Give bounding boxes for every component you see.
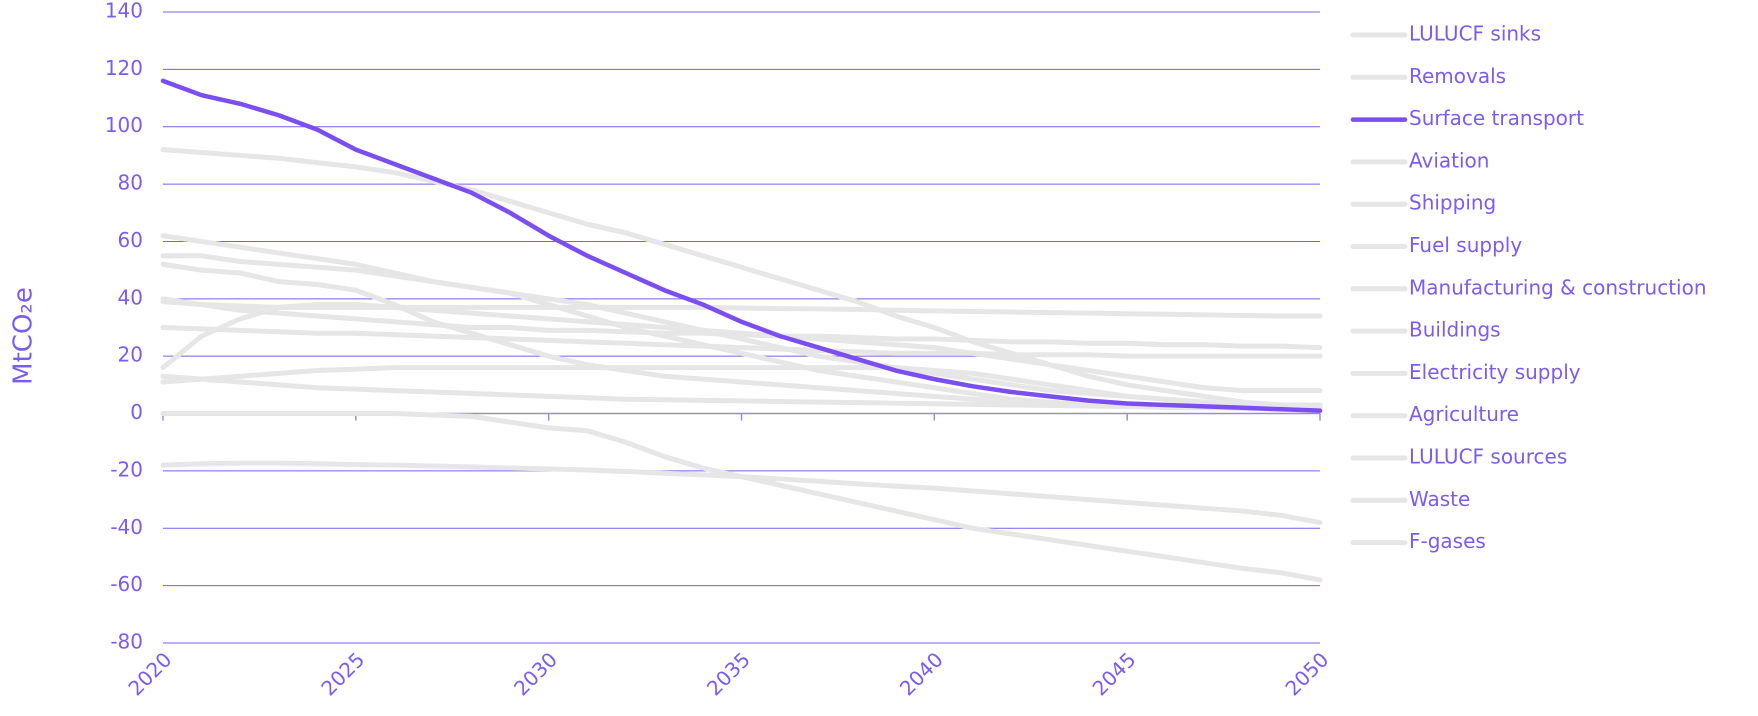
legend-label: Waste xyxy=(1409,487,1470,511)
y-tick-label: -40 xyxy=(110,515,143,539)
y-tick-label: 140 xyxy=(105,0,143,23)
legend-label: F-gases xyxy=(1409,529,1486,553)
y-tick-label: 60 xyxy=(118,228,143,252)
series-line xyxy=(160,302,1323,394)
legend-label: Removals xyxy=(1409,64,1506,88)
series-line xyxy=(160,365,1323,411)
legend-label: Fuel supply xyxy=(1409,233,1522,257)
legend-label: LULUCF sinks xyxy=(1409,22,1541,46)
y-tick-label: -80 xyxy=(110,630,143,654)
y-tick-label: 40 xyxy=(118,285,143,309)
y-tick-label: -20 xyxy=(110,457,143,481)
y-tick-label: 120 xyxy=(105,56,143,80)
x-tick-label: 2020 xyxy=(123,647,176,700)
x-tick-label: 2030 xyxy=(509,647,562,700)
legend-label: Shipping xyxy=(1409,191,1496,215)
series-line xyxy=(160,299,1323,319)
y-tick-label: 20 xyxy=(118,343,143,367)
x-tick-label: 2025 xyxy=(316,647,369,700)
x-tick-label: 2040 xyxy=(895,647,948,700)
legend-label: Surface transport xyxy=(1409,106,1584,130)
series-line xyxy=(160,373,1323,412)
series-line xyxy=(160,460,1323,526)
y-tick-label: 80 xyxy=(118,171,143,195)
series-line xyxy=(160,78,1323,413)
y-tick-label: 100 xyxy=(105,113,143,137)
series-line xyxy=(160,411,1323,583)
legend-label: LULUCF sources xyxy=(1409,445,1567,469)
x-tick-label: 2035 xyxy=(702,647,755,700)
series-line xyxy=(160,325,1323,359)
x-tick-label: 2050 xyxy=(1280,647,1333,700)
legend-label: Aviation xyxy=(1409,148,1489,172)
legend-label: Manufacturing & construction xyxy=(1409,275,1707,299)
legend-label: Buildings xyxy=(1409,318,1501,342)
y-tick-label: 0 xyxy=(130,400,143,424)
legend-label: Agriculture xyxy=(1409,402,1519,426)
x-tick-label: 2045 xyxy=(1088,647,1141,700)
series-line xyxy=(160,147,1323,411)
y-tick-label: -60 xyxy=(110,572,143,596)
legend-label: Electricity supply xyxy=(1409,360,1581,384)
y-axis-title: MtCO₂e xyxy=(9,287,39,385)
